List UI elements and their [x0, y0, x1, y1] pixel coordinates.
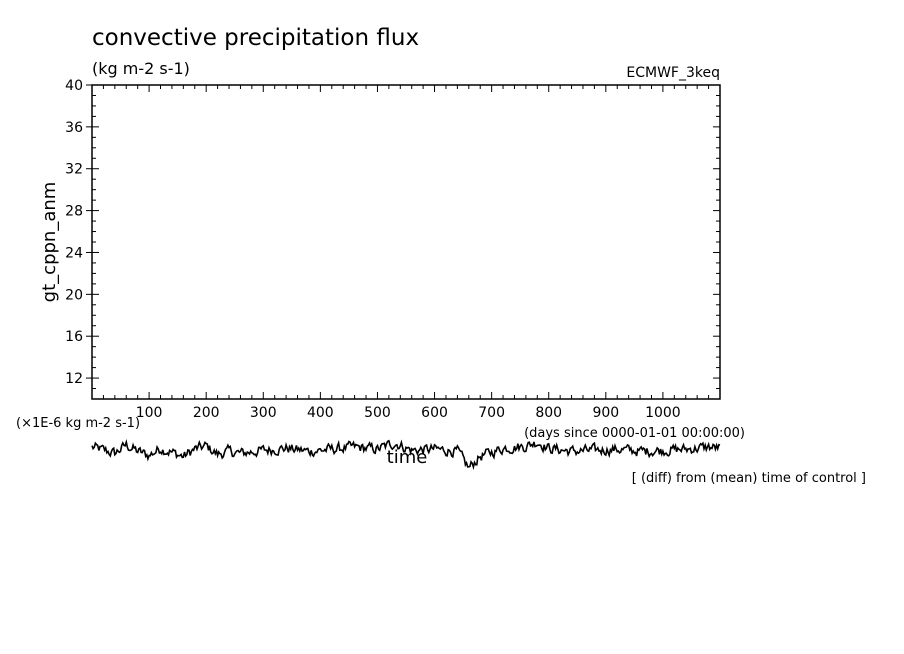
- y-tick-label: 16: [65, 329, 83, 345]
- y-tick-label: 24: [65, 245, 83, 261]
- y-tick-label: 36: [65, 120, 83, 136]
- x-tick-label: 700: [478, 405, 505, 421]
- chart-title: convective precipitation flux: [92, 25, 419, 51]
- x-tick-label: 100: [136, 405, 163, 421]
- y-axis-label: gt_cppn_anm: [39, 182, 60, 303]
- x-tick-label: 500: [364, 405, 391, 421]
- y-tick-label: 20: [65, 287, 83, 303]
- x-tick-label: 300: [250, 405, 277, 421]
- x-tick-label: 600: [421, 405, 448, 421]
- units-label: (kg m-2 s-1): [92, 59, 190, 78]
- x-tick-label: 400: [307, 405, 334, 421]
- x-axis-ticks: 100 200 300 400 500 600 700 800 900 1000: [102, 85, 710, 421]
- y-axis-ticks: 12 16 20 24 28 32 36 40: [65, 78, 720, 390]
- anomaly-series-line: [91, 438, 721, 471]
- dataset-label: ECMWF_3keq: [626, 65, 720, 81]
- y-tick-label: 40: [65, 78, 83, 94]
- x-tick-label: 900: [592, 405, 619, 421]
- x-tick-label: 200: [193, 405, 220, 421]
- y-scale-note: (×1E-6 kg m-2 s-1): [16, 416, 140, 431]
- x-axis-label: time: [387, 447, 428, 468]
- y-tick-label: 12: [65, 371, 83, 387]
- x-tick-label: 1000: [645, 405, 681, 421]
- y-tick-label: 32: [65, 162, 83, 178]
- plot-frame: [91, 84, 721, 400]
- x-tick-label: 800: [535, 405, 562, 421]
- x-units-label: (days since 0000-01-01 00:00:00): [524, 426, 745, 441]
- y-tick-label: 28: [65, 204, 83, 220]
- footnote: [ (diff) from (mean) time of control ]: [632, 471, 866, 486]
